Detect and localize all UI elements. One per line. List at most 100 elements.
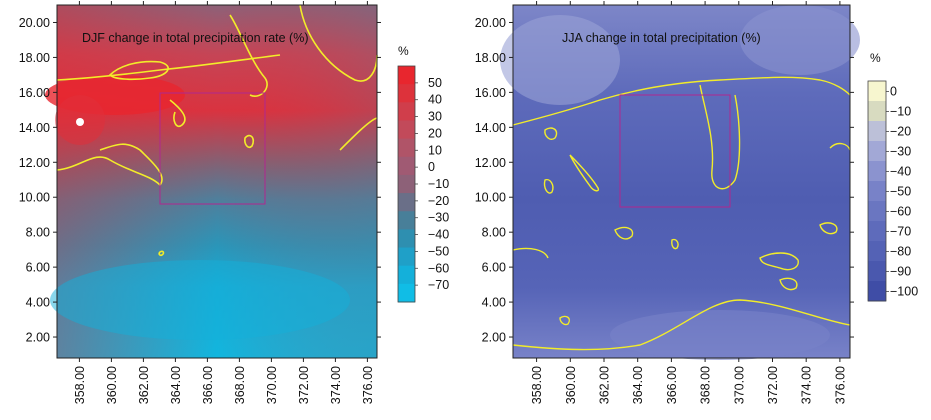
colorbar-swatch — [398, 84, 415, 103]
region-box-jja — [619, 94, 731, 208]
y-tick-label: 20.00 — [19, 16, 50, 30]
colorbar-label: −30 — [890, 145, 911, 159]
light-region-jja — [610, 310, 830, 360]
y-tick-label: 6.00 — [26, 261, 50, 275]
colorbar-swatch — [868, 181, 886, 202]
colorbar-swatch — [398, 66, 415, 85]
y-tick-label: 18.00 — [475, 51, 506, 65]
colorbar-swatch — [868, 261, 886, 282]
y-tick-label: 12.00 — [19, 156, 50, 170]
colorbar-jja: % 0 −10 −20 −30 −40 −50 −60 −70 −80 −90 −100 — [867, 51, 918, 302]
colorbar-swatch — [398, 156, 415, 176]
y-tick-label: 16.00 — [19, 86, 50, 100]
colorbar-label: −50 — [428, 244, 449, 258]
x-tick-label: 360.00 — [105, 366, 119, 404]
colorbar-label: 20 — [428, 126, 442, 140]
map-frame-djf — [56, 4, 378, 359]
teal-band-djf — [50, 260, 350, 340]
panel-title-jja: JJA change in total precipitation (%) — [562, 31, 761, 45]
colorbar-label: −40 — [428, 228, 449, 242]
x-tick-label: 366.00 — [201, 366, 215, 404]
colorbar-swatch — [398, 265, 415, 285]
x-tick-label: 358.00 — [73, 366, 87, 404]
y-tick-label: 20.00 — [475, 16, 506, 30]
colorbar-label: −60 — [428, 261, 449, 275]
y-tick-label: 4.00 — [26, 296, 50, 310]
colorbar-swatch — [868, 281, 886, 302]
colorbar-swatch — [398, 138, 415, 158]
colorbar-label: 10 — [428, 143, 442, 157]
y-tick-label: 8.00 — [482, 226, 506, 240]
y-tick-label: 12.00 — [475, 156, 506, 170]
map-frame-jja — [512, 4, 851, 359]
colorbar-frame — [867, 80, 887, 302]
x-axis-djf: 358.00 360.00 362.00 364.00 366.00 368.00 370.… — [73, 1, 375, 404]
y-tick-label: 4.00 — [482, 296, 506, 310]
colorbar-label: −70 — [428, 278, 449, 292]
y-tick-label: 8.00 — [26, 226, 50, 240]
colorbar-swatch — [868, 81, 886, 102]
contours-jja — [512, 76, 851, 351]
colorbar-label: −50 — [890, 185, 911, 199]
x-tick-label: 366.00 — [665, 366, 679, 404]
x-tick-label: 364.00 — [631, 366, 645, 404]
colorbar-swatches-jja — [867, 80, 887, 302]
colorbar-label: −10 — [890, 105, 911, 119]
colorbar-swatches-djf — [397, 65, 416, 303]
x-tick-label: 374.00 — [329, 366, 343, 404]
colorbar-swatch — [868, 161, 886, 182]
y-tick-label: 6.00 — [482, 261, 506, 275]
colorbar-label: 30 — [428, 110, 442, 124]
y-axis-jja: 2.00 4.00 6.00 8.00 10.00 12.00 14.00 16.00 18.0… — [475, 16, 854, 345]
colorbar-swatch — [398, 193, 415, 212]
colorbar-label: −90 — [890, 265, 911, 279]
y-tick-label: 10.00 — [475, 191, 506, 205]
y-tick-label: 2.00 — [26, 331, 50, 345]
colorbar-labels-djf: 50 40 30 20 10 0 −10 −20 −30 −40 −50 −60 −70 — [415, 76, 449, 292]
x-tick-label: 370.00 — [265, 366, 279, 404]
x-tick-label: 364.00 — [169, 366, 183, 404]
colorbar-swatch — [868, 221, 886, 242]
x-tick-label: 368.00 — [699, 366, 713, 404]
colorbar-swatch — [398, 211, 415, 230]
x-tick-label: 376.00 — [833, 366, 847, 404]
y-tick-label: 2.00 — [482, 331, 506, 345]
colorbar-label: 0 — [428, 160, 435, 174]
colorbar-swatch — [868, 101, 886, 122]
colorbar-swatch — [398, 229, 415, 249]
colorbar-swatch — [868, 201, 886, 222]
colorbar-label: −100 — [890, 285, 918, 299]
hotspot-djf — [76, 118, 84, 126]
x-tick-label: 368.00 — [233, 366, 247, 404]
x-tick-label: 376.00 — [361, 366, 375, 404]
light-region-jja — [740, 5, 860, 75]
light-region-jja — [500, 15, 620, 105]
y-axis-djf: 2.00 4.00 6.00 8.00 10.00 12.00 14.00 16.00 18.0… — [19, 16, 381, 345]
colorbar-unit-djf: % — [398, 44, 409, 58]
colorbar-swatch — [398, 283, 415, 303]
colorbar-swatch — [398, 174, 415, 194]
colorbar-swatch — [398, 247, 415, 267]
x-tick-label: 374.00 — [800, 366, 814, 404]
colorbar-swatch — [868, 241, 886, 262]
colorbar-label: −40 — [890, 165, 911, 179]
region-box-djf — [159, 92, 266, 205]
x-tick-label: 370.00 — [732, 366, 746, 404]
panel-jja: JJA change in total precipitation (%) 2.… — [475, 1, 860, 404]
colorbar-djf: % 50 40 30 20 10 0 −10 −20 −30 −40 −50 −60 −70 — [397, 44, 449, 303]
x-tick-label: 358.00 — [530, 366, 544, 404]
colorbar-label: −60 — [890, 205, 911, 219]
y-tick-label: 18.00 — [19, 51, 50, 65]
x-tick-label: 372.00 — [297, 366, 311, 404]
colorbar-label: −80 — [890, 245, 911, 259]
colorbar-label: −70 — [890, 225, 911, 239]
colorbar-label: 50 — [428, 76, 442, 90]
colorbar-label: −20 — [428, 194, 449, 208]
y-tick-label: 14.00 — [475, 121, 506, 135]
colorbar-labels-jja: 0 −10 −20 −30 −40 −50 −60 −70 −80 −90 −100 — [886, 85, 918, 299]
y-tick-label: 14.00 — [19, 121, 50, 135]
colorbar-label: 40 — [428, 93, 442, 107]
colorbar-swatch — [398, 120, 415, 140]
colorbar-swatch — [868, 141, 886, 162]
